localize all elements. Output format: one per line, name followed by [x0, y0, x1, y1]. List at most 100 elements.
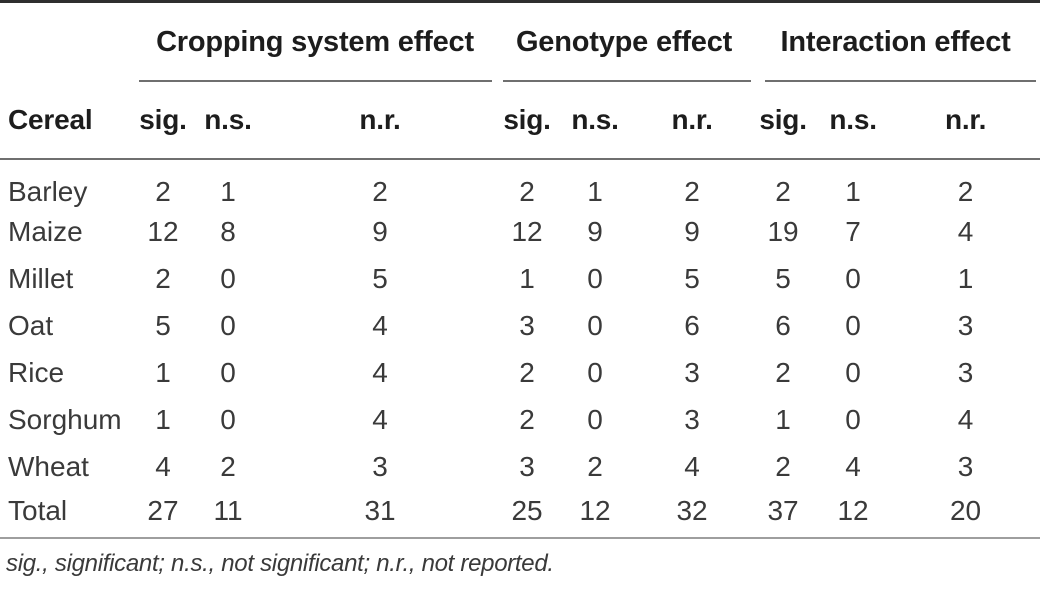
- group-label: Cropping system effect: [156, 26, 474, 58]
- column-header-ns: n.s.: [193, 82, 263, 160]
- value-cell: 7: [845, 215, 861, 247]
- value-cell: 12: [579, 494, 611, 526]
- value-cell: 1: [587, 176, 603, 207]
- value-cell: 2: [957, 176, 974, 207]
- column-header-ns: n.s.: [557, 82, 634, 160]
- value-cell: 0: [220, 309, 236, 341]
- value-cell: 25: [511, 494, 543, 526]
- value-cell: 2: [519, 176, 535, 207]
- value-cell: 3: [372, 450, 388, 482]
- table-row: Rice 1 0 4 2 0 3 2 0 3: [0, 349, 1040, 396]
- value-cell: 2: [684, 176, 700, 207]
- value-cell: 2: [587, 450, 603, 482]
- table-row: Millet 2 0 5 1 0 5 5 0 1: [0, 255, 1040, 302]
- value-cell: 3: [519, 450, 535, 482]
- value-cell: 20: [949, 494, 982, 526]
- value-cell: 1: [957, 262, 974, 294]
- cereal-label: Millet: [8, 262, 74, 294]
- value-cell: 4: [845, 450, 861, 482]
- value-cell: 9: [587, 215, 603, 247]
- cereal-label: Wheat: [8, 450, 89, 482]
- value-cell: 0: [845, 403, 861, 435]
- table-row: Maize 12 8 9 12 9 9 19 7 4: [0, 208, 1040, 255]
- column-header-sig: sig.: [751, 82, 816, 160]
- value-cell: 4: [155, 450, 171, 482]
- cereal-label: Oat: [8, 309, 54, 341]
- value-cell: 8: [220, 215, 236, 247]
- group-underline: [765, 80, 1037, 82]
- column-header-ns: n.s.: [815, 82, 892, 160]
- cereal-label: Sorghum: [8, 403, 122, 435]
- value-cell: 0: [845, 309, 861, 341]
- group-header-cropping-system: Cropping system effect: [133, 3, 497, 82]
- value-cell: 5: [775, 262, 791, 294]
- table-row: Oat 5 0 4 3 0 6 6 0 3: [0, 302, 1040, 349]
- value-cell: 1: [155, 403, 171, 435]
- value-cell: 12: [147, 215, 179, 247]
- effects-table: Cropping system effect Genotype effect I…: [0, 3, 1040, 537]
- value-cell: 2: [220, 450, 236, 482]
- value-cell: 2: [775, 450, 791, 482]
- value-cell: 6: [684, 309, 700, 341]
- value-cell: 1: [220, 176, 236, 207]
- table-container: Cropping system effect Genotype effect I…: [0, 0, 1040, 537]
- group-header-genotype: Genotype effect: [497, 3, 752, 82]
- value-cell: 9: [372, 215, 388, 247]
- group-label: Interaction effect: [780, 26, 1011, 58]
- value-cell: 0: [587, 262, 603, 294]
- value-cell: 2: [775, 356, 791, 388]
- group-header-spacer: [0, 3, 133, 82]
- value-cell: 2: [519, 356, 535, 388]
- value-cell: 37: [767, 494, 799, 526]
- value-cell: 1: [519, 262, 535, 294]
- value-cell: 0: [845, 262, 861, 294]
- group-header-interaction: Interaction effect: [751, 3, 1040, 82]
- value-cell: 1: [155, 356, 171, 388]
- value-cell: 3: [684, 403, 700, 435]
- cereal-label: Maize: [8, 215, 83, 247]
- value-cell: 0: [220, 403, 236, 435]
- value-cell: 4: [372, 403, 388, 435]
- value-cell: 0: [220, 356, 236, 388]
- value-cell: 4: [957, 403, 974, 435]
- value-cell: 3: [519, 309, 535, 341]
- value-cell: 5: [684, 262, 700, 294]
- value-cell: 0: [845, 356, 861, 388]
- value-cell: 32: [676, 494, 708, 526]
- value-cell: 0: [587, 403, 603, 435]
- value-cell: 2: [372, 176, 388, 207]
- cereal-label: Total: [8, 494, 68, 526]
- value-cell: 19: [767, 215, 799, 247]
- column-header-nr: n.r.: [263, 82, 498, 160]
- value-cell: 3: [684, 356, 700, 388]
- table-header: Cropping system effect Genotype effect I…: [0, 3, 1040, 160]
- value-cell: 6: [775, 309, 791, 341]
- column-header-nr: n.r.: [633, 82, 752, 160]
- value-cell: 27: [147, 494, 179, 526]
- value-cell: 4: [372, 356, 388, 388]
- value-cell: 11: [213, 494, 243, 526]
- value-cell: 5: [155, 309, 171, 341]
- group-underline: [503, 80, 752, 82]
- table-row: Wheat 4 2 3 3 2 4 2 4 3: [0, 443, 1040, 490]
- value-cell: 0: [587, 356, 603, 388]
- value-cell: 12: [511, 215, 543, 247]
- value-cell: 3: [957, 356, 974, 388]
- value-cell: 1: [845, 176, 861, 207]
- table-footnote: sig., significant; n.s., not significant…: [0, 537, 1040, 578]
- value-cell: 2: [155, 176, 171, 207]
- table-row: Barley 2 1 2 2 1 2 2 1 2: [0, 159, 1040, 208]
- table-body: Barley 2 1 2 2 1 2 2 1 2 Maize 12 8 9 12 9 9 19 7 4 Millet 2 0…: [0, 159, 1040, 537]
- value-cell: 9: [684, 215, 700, 247]
- cereal-label: Barley: [8, 176, 88, 207]
- value-cell: 3: [957, 309, 974, 341]
- value-cell: 1: [775, 403, 791, 435]
- column-header-nr: n.r.: [891, 82, 1040, 160]
- value-cell: 3: [957, 450, 974, 482]
- value-cell: 0: [220, 262, 236, 294]
- value-cell: 31: [364, 494, 396, 526]
- group-label: Genotype effect: [515, 26, 733, 58]
- group-underline: [139, 80, 493, 82]
- value-cell: 4: [372, 309, 388, 341]
- table-row: Total 27 11 31 25 12 32 37 12 20: [0, 490, 1040, 537]
